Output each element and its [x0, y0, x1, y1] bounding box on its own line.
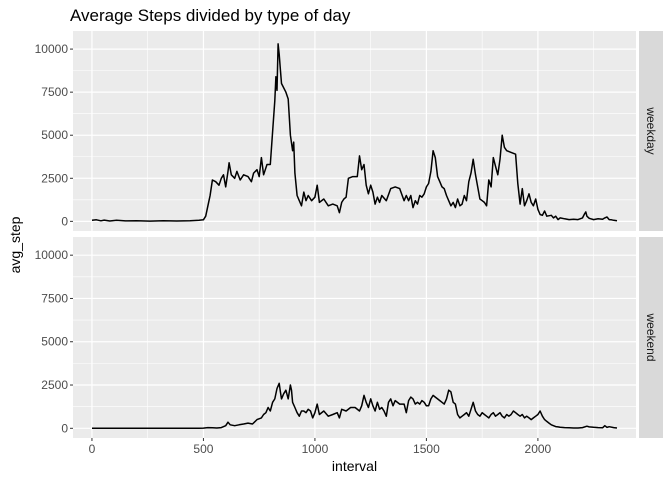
facet-panel-weekend: 0 2500 5000 7500 10000 weekend	[35, 237, 663, 438]
x-tick-label: 500	[193, 442, 213, 456]
facet-strip-label: weekday	[644, 106, 658, 154]
y-tick-label: 0	[61, 421, 68, 435]
facet-panel-weekday: 0 2500 5000 7500 10000 weekday	[35, 31, 663, 231]
x-tick-label: 1500	[413, 442, 440, 456]
y-tick-label: 7500	[41, 291, 68, 305]
panel-background	[73, 237, 636, 438]
series-line-weekend	[92, 382, 618, 430]
facet-strip	[639, 237, 663, 438]
x-axis: 0 500 1000 1500 2000	[89, 438, 552, 456]
x-axis-title: interval	[332, 458, 377, 474]
y-tick-label: 2500	[41, 378, 68, 392]
y-tick-label: 7500	[41, 85, 68, 99]
x-tick-label: 2000	[525, 442, 552, 456]
y-tick-label: 2500	[41, 171, 68, 185]
y-tick-label: 10000	[35, 42, 69, 56]
chart-title: Average Steps divided by type of day	[70, 6, 351, 25]
y-axis-title: avg_step	[7, 216, 23, 273]
facet-panels: 0 2500 5000 7500 10000 weekday 0 2500 5000 7500 10…	[35, 31, 663, 438]
x-tick-label: 0	[89, 442, 96, 456]
y-tick-label: 10000	[35, 248, 69, 262]
y-tick-label: 5000	[41, 128, 68, 142]
panel-background	[73, 31, 636, 231]
y-tick-label: 0	[61, 214, 68, 228]
facet-strip-label: weekend	[644, 312, 658, 361]
facet-strip	[639, 31, 663, 231]
y-tick-label: 5000	[41, 335, 68, 349]
series-line-weekday	[91, 43, 618, 222]
x-tick-label: 1000	[302, 442, 329, 456]
